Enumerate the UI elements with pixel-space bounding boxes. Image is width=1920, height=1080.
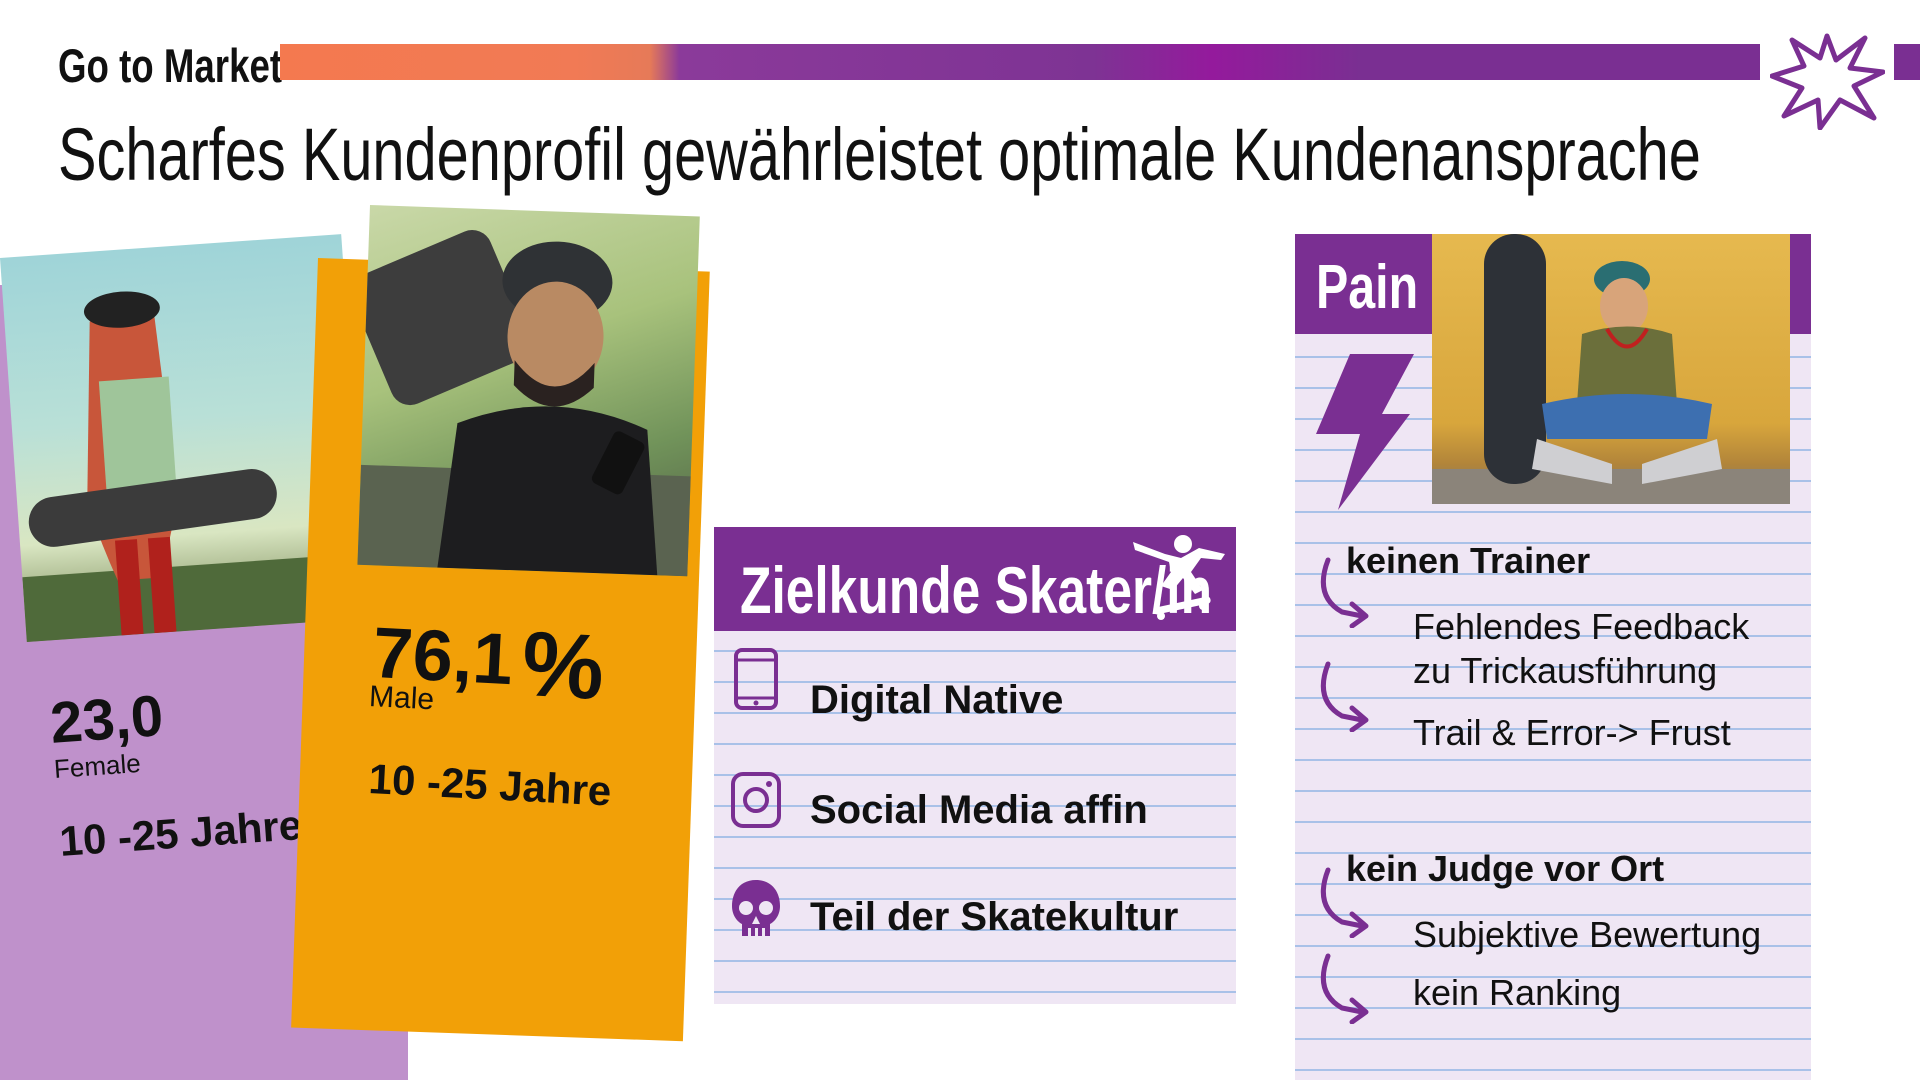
pain-title: Pain [1316, 253, 1419, 322]
trait-skate-culture: Teil der Skatekultur [810, 895, 1179, 939]
curved-arrow-icon [1320, 661, 1369, 732]
female-label: Female [53, 747, 142, 784]
female-share-value: 23,0 [48, 683, 166, 756]
header-gradient-bar [280, 44, 1760, 80]
pain-item: Subjektive Bewertung [1413, 914, 1762, 955]
starburst-icon [1770, 33, 1885, 130]
target-customer-header [714, 527, 1236, 631]
pain-item: Fehlendes Feedback [1413, 606, 1750, 647]
pain-heading-judge: kein Judge vor Ort [1346, 848, 1665, 889]
header-bar-end [1894, 44, 1920, 80]
male-label: Male [368, 680, 435, 717]
pain-header [1295, 234, 1433, 334]
pain-item: zu Trickausführung [1413, 650, 1718, 691]
trait-social-media: Social Media affin [810, 788, 1148, 832]
male-skater-photo [357, 205, 700, 577]
trait-digital-native: Digital Native [810, 678, 1064, 722]
curved-arrow-icon [1320, 953, 1369, 1024]
smartphone-icon [734, 648, 778, 710]
young-skater-photo [1432, 234, 1790, 504]
pain-heading-trainer: keinen Trainer [1346, 540, 1591, 581]
curved-arrow-icon [1320, 557, 1369, 628]
skater-silhouette-icon [1133, 535, 1225, 620]
pain-item: kein Ranking [1413, 972, 1622, 1013]
female-skater-photo [0, 234, 369, 643]
instagram-icon [731, 772, 781, 828]
pain-header-strip [1790, 234, 1811, 334]
target-customer-title: Zielkunde Skater/in [740, 553, 1213, 627]
lightning-bolt-icon [1316, 354, 1414, 510]
pain-item: Trail & Error-> Frust [1413, 712, 1731, 753]
section-label: Go to Market [58, 39, 283, 92]
curved-arrow-icon [1320, 867, 1369, 938]
male-percent-sign: % [519, 612, 607, 720]
page-title: Scharfes Kundenprofil gewährleistet opti… [58, 113, 1701, 196]
skull-icon [732, 880, 780, 936]
